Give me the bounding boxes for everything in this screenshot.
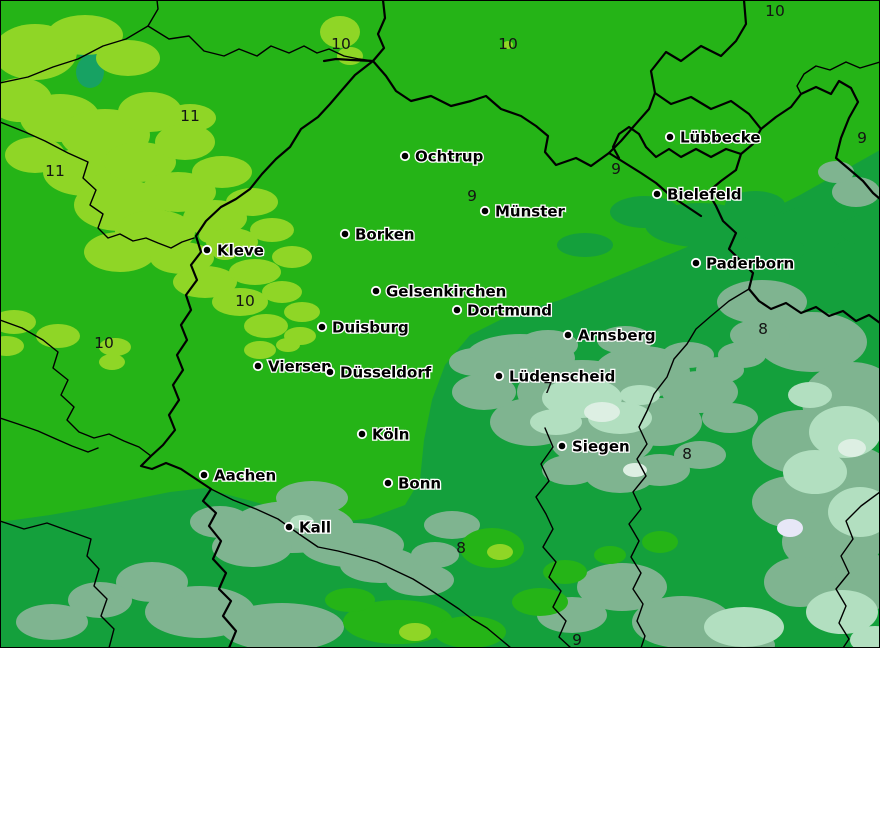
- city-marker: Münster: [479, 201, 567, 222]
- city-dot-icon: [324, 366, 336, 378]
- city-dot-icon: [651, 188, 663, 200]
- city-marker: Bonn: [382, 473, 442, 494]
- city-label: Bielefeld: [667, 186, 742, 204]
- city-dot-icon: [690, 257, 702, 269]
- city-marker: Lüdenscheid: [493, 366, 617, 387]
- temperature-value: 9: [572, 631, 582, 648]
- temperature-value: 10: [331, 35, 351, 53]
- temperature-values-layer: 10 10 10 11 11 9 9 9 10 10 8 7 8 8 9: [45, 2, 867, 648]
- city-dot-icon: [493, 370, 505, 382]
- city-marker: Duisburg: [316, 317, 410, 338]
- city-label: Münster: [495, 203, 566, 221]
- city-dot-icon: [316, 321, 328, 333]
- temperature-value: 9: [611, 160, 621, 178]
- city-marker: Siegen: [556, 436, 631, 457]
- city-label: Kleve: [217, 242, 264, 260]
- temperature-value: 9: [857, 129, 867, 147]
- city-dot-icon: [664, 131, 676, 143]
- city-label: Lübbecke: [680, 129, 761, 147]
- map-borders-district: [0, 0, 880, 648]
- temperature-value: 8: [456, 539, 466, 557]
- temperature-value: 10: [498, 35, 518, 53]
- city-label: Paderborn: [706, 255, 794, 273]
- temperature-value: 8: [758, 320, 768, 338]
- city-label: Siegen: [572, 438, 630, 456]
- city-label: Borken: [355, 226, 415, 244]
- temperature-map-svg: Ochtrup Lübbecke Bielefeld Münster Borken Kle…: [0, 0, 880, 648]
- city-label: Viersen: [268, 358, 332, 376]
- city-marker: Bielefeld: [651, 184, 743, 205]
- city-label: Ochtrup: [415, 148, 484, 166]
- city-dot-icon: [479, 205, 491, 217]
- city-dot-icon: [556, 440, 568, 452]
- temperature-value: 7: [543, 379, 553, 397]
- city-dot-icon: [356, 428, 368, 440]
- city-label: Köln: [372, 426, 410, 444]
- city-marker: Düsseldorf: [324, 362, 433, 383]
- city-marker: Gelsenkirchen: [370, 281, 508, 302]
- city-marker: Paderborn: [690, 253, 795, 274]
- city-dot-icon: [198, 469, 210, 481]
- city-dot-icon: [451, 304, 463, 316]
- temperature-value: 10: [94, 334, 114, 352]
- city-label: Gelsenkirchen: [386, 283, 506, 301]
- city-label: Arnsberg: [578, 327, 656, 345]
- city-dot-icon: [370, 285, 382, 297]
- city-label: Dortmund: [467, 302, 552, 320]
- city-label: Duisburg: [332, 319, 409, 337]
- temperature-value: 11: [45, 162, 65, 180]
- city-marker: Kleve: [201, 240, 265, 261]
- city-dot-icon: [252, 360, 264, 372]
- city-label: Aachen: [214, 467, 276, 485]
- city-marker: Arnsberg: [562, 325, 657, 346]
- city-marker: Kall: [283, 517, 332, 538]
- footer: Temperatur in 2m (in °C) Modell: ICON-D2…: [0, 648, 880, 830]
- city-marker: Ochtrup: [399, 146, 485, 167]
- city-marker: Köln: [356, 424, 411, 445]
- city-markers-layer: Ochtrup Lübbecke Bielefeld Münster Borken Kle…: [198, 127, 795, 538]
- city-dot-icon: [339, 228, 351, 240]
- city-marker: Lübbecke: [664, 127, 762, 148]
- temperature-value: 11: [180, 107, 200, 125]
- city-marker: Viersen: [252, 356, 333, 377]
- temperature-value: 8: [682, 445, 692, 463]
- temperature-map: Ochtrup Lübbecke Bielefeld Münster Borken Kle…: [0, 0, 880, 648]
- map-mint-patches: [290, 378, 880, 648]
- city-dot-icon: [201, 244, 213, 256]
- temperature-value: 9: [467, 187, 477, 205]
- city-dot-icon: [399, 150, 411, 162]
- city-marker: Dortmund: [451, 300, 553, 321]
- map-warm-south-specks: [399, 544, 513, 641]
- city-dot-icon: [382, 477, 394, 489]
- city-label: Lüdenscheid: [509, 368, 615, 386]
- city-label: Bonn: [398, 475, 441, 493]
- city-label: Düsseldorf: [340, 364, 432, 382]
- temperature-value: 10: [235, 292, 255, 310]
- temperature-value: 10: [765, 2, 785, 20]
- map-lavender-patch: [777, 519, 803, 537]
- city-marker: Aachen: [198, 465, 277, 486]
- city-dot-icon: [562, 329, 574, 341]
- city-marker: Borken: [339, 224, 416, 245]
- city-dot-icon: [283, 521, 295, 533]
- city-label: Kall: [299, 519, 331, 537]
